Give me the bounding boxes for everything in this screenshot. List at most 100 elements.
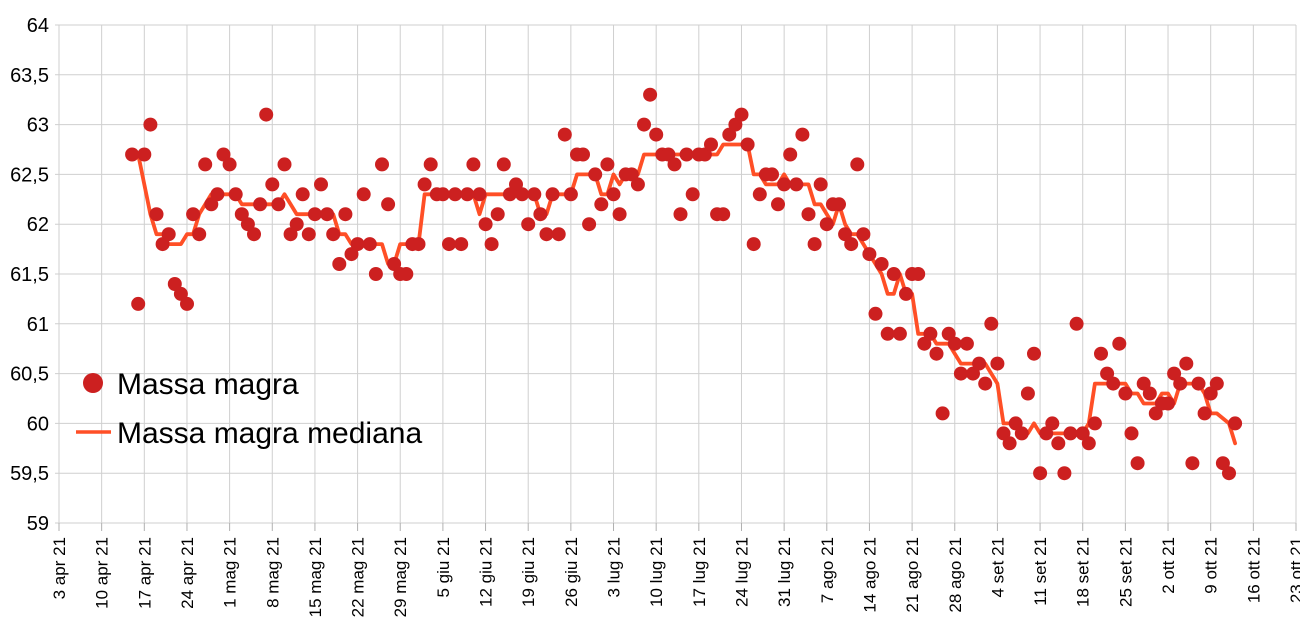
data-point bbox=[612, 207, 627, 222]
data-point bbox=[338, 207, 353, 222]
data-point bbox=[1142, 386, 1157, 401]
data-point bbox=[868, 306, 883, 321]
x-axis-label: 17 apr 21 bbox=[135, 537, 154, 609]
data-point bbox=[381, 197, 396, 212]
data-point bbox=[984, 316, 999, 331]
data-point bbox=[277, 157, 292, 172]
data-point bbox=[959, 336, 974, 351]
data-point bbox=[807, 237, 822, 252]
y-axis-label: 60 bbox=[27, 413, 49, 435]
data-point bbox=[448, 187, 463, 202]
y-axis-label: 62,5 bbox=[10, 164, 49, 186]
data-point bbox=[978, 376, 993, 391]
data-point bbox=[1124, 426, 1139, 441]
data-point bbox=[1197, 406, 1212, 421]
data-point bbox=[630, 177, 645, 192]
y-axis-label: 62 bbox=[27, 214, 49, 236]
data-point bbox=[947, 336, 962, 351]
data-point bbox=[844, 237, 859, 252]
data-point bbox=[1112, 336, 1127, 351]
data-point bbox=[649, 127, 664, 142]
data-point bbox=[892, 326, 907, 341]
data-point bbox=[813, 177, 828, 192]
x-axis-label: 12 giu 21 bbox=[477, 537, 496, 607]
data-point bbox=[533, 207, 548, 222]
x-axis-label: 8 mag 21 bbox=[263, 537, 282, 608]
axis-layer: 64 63,5 63 62,5 62 61,5 61 60,5 60 59,5 593 apr 21… bbox=[10, 15, 1300, 617]
data-point bbox=[1228, 416, 1243, 431]
y-axis-label: 63,5 bbox=[10, 65, 49, 87]
data-point bbox=[490, 207, 505, 222]
data-point bbox=[314, 177, 328, 192]
data-point bbox=[1161, 396, 1175, 411]
data-point bbox=[832, 197, 846, 212]
data-point bbox=[271, 197, 286, 212]
series-layer bbox=[125, 87, 1243, 481]
data-point bbox=[466, 157, 481, 172]
x-axis-label: 31 lug 21 bbox=[775, 537, 794, 607]
data-point bbox=[1100, 366, 1115, 381]
data-point bbox=[563, 187, 578, 202]
data-point bbox=[972, 356, 987, 371]
x-axis-label: 7 ago 21 bbox=[818, 537, 837, 603]
data-point bbox=[643, 87, 658, 102]
x-axis-label: 23 ott 21 bbox=[1287, 537, 1300, 603]
data-point bbox=[375, 157, 389, 172]
x-axis-label: 3 lug 21 bbox=[605, 537, 624, 598]
data-point bbox=[161, 227, 176, 242]
y-axis-label: 61,5 bbox=[10, 264, 49, 286]
data-point bbox=[289, 217, 304, 232]
data-point bbox=[728, 117, 743, 132]
data-point bbox=[204, 197, 219, 212]
data-point bbox=[777, 177, 792, 192]
data-point bbox=[1173, 376, 1188, 391]
x-axis-label: 10 lug 21 bbox=[647, 537, 666, 607]
data-point bbox=[704, 137, 718, 152]
data-point bbox=[253, 197, 268, 212]
data-point bbox=[1094, 346, 1108, 361]
x-axis-label: 24 lug 21 bbox=[732, 537, 751, 607]
data-point bbox=[350, 237, 365, 252]
data-point bbox=[862, 247, 877, 262]
x-axis-label: 19 giu 21 bbox=[519, 537, 538, 607]
data-point bbox=[539, 227, 554, 242]
data-point bbox=[1106, 376, 1121, 391]
x-axis-label: 9 ott 21 bbox=[1202, 537, 1221, 594]
data-point bbox=[1167, 366, 1182, 381]
data-point bbox=[247, 227, 261, 242]
data-point bbox=[1215, 456, 1230, 471]
data-point bbox=[1209, 376, 1224, 391]
x-axis-label: 17 lug 21 bbox=[690, 537, 709, 607]
data-point bbox=[923, 326, 938, 341]
data-point bbox=[186, 207, 201, 222]
data-point bbox=[582, 217, 597, 232]
data-point bbox=[1185, 456, 1200, 471]
data-point bbox=[789, 177, 804, 192]
chart-legend: Massa magra Massa magra mediana bbox=[76, 368, 422, 450]
data-point bbox=[1020, 386, 1035, 401]
data-point bbox=[874, 257, 889, 271]
data-point bbox=[850, 157, 865, 172]
data-point bbox=[344, 247, 359, 262]
data-point bbox=[283, 227, 298, 242]
x-axis-label: 25 set 21 bbox=[1116, 537, 1135, 607]
data-point bbox=[332, 257, 347, 271]
x-axis-label: 26 giu 21 bbox=[562, 537, 581, 607]
data-point bbox=[929, 346, 944, 361]
data-point bbox=[1033, 466, 1048, 481]
data-point bbox=[673, 207, 688, 222]
data-point bbox=[679, 147, 694, 162]
data-point bbox=[442, 237, 456, 252]
data-point bbox=[1179, 356, 1194, 371]
data-point bbox=[856, 227, 871, 242]
data-point bbox=[301, 227, 316, 242]
y-axis-label: 61 bbox=[27, 314, 49, 336]
x-axis-label: 15 mag 21 bbox=[306, 537, 325, 617]
data-point bbox=[765, 167, 779, 182]
data-point bbox=[411, 237, 426, 252]
legend-line-label: Massa magra mediana bbox=[117, 417, 422, 450]
data-point bbox=[368, 267, 383, 281]
data-point bbox=[752, 187, 767, 202]
data-point bbox=[637, 117, 651, 132]
